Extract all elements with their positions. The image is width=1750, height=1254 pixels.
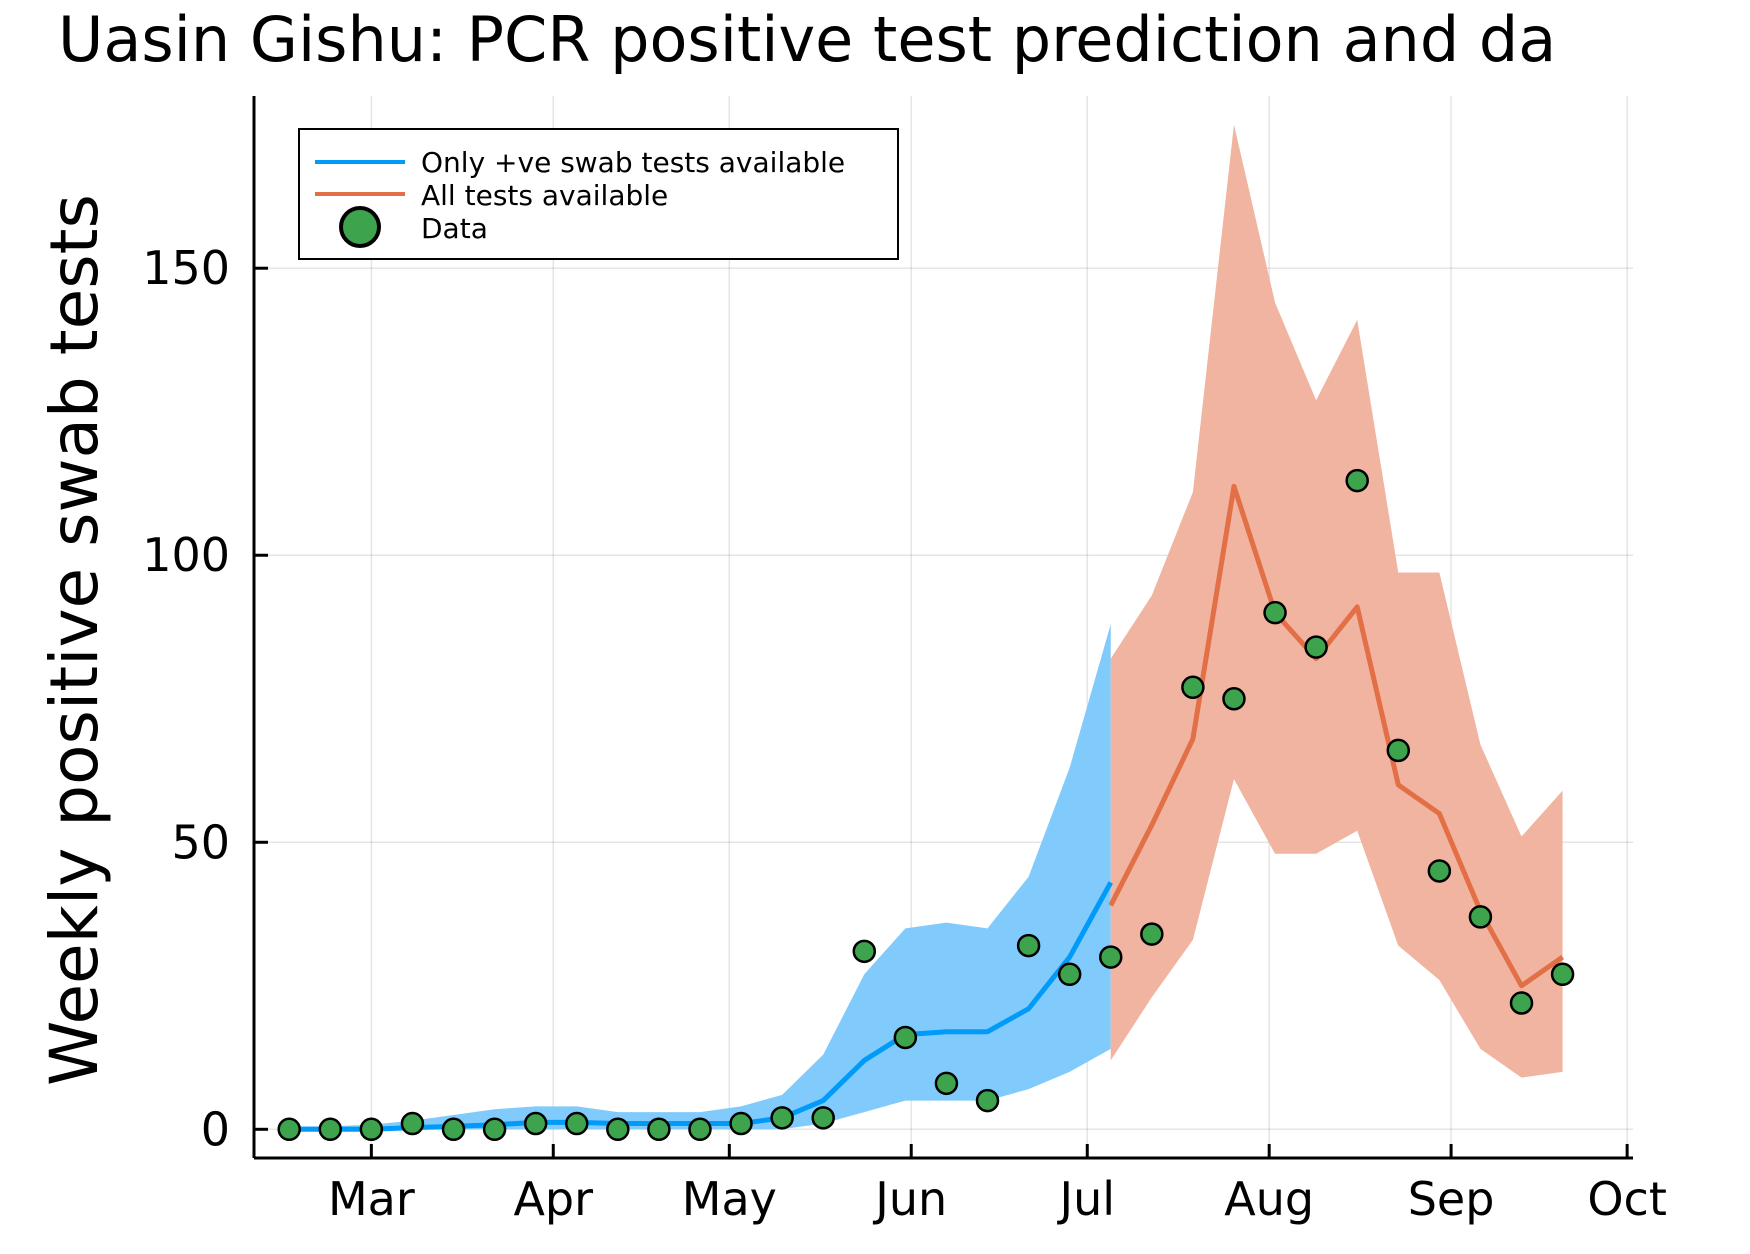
x-tick-label: Jun (872, 1172, 947, 1226)
data-point (934, 1071, 959, 1096)
y-tick-label: 0 (201, 1102, 230, 1156)
data-point (277, 1117, 301, 1142)
data-point (975, 1088, 1000, 1113)
data-point (606, 1117, 630, 1142)
data-point (1304, 635, 1328, 659)
data-point (400, 1111, 425, 1136)
x-tick-label: Jul (1057, 1172, 1116, 1226)
data-point (1098, 945, 1123, 969)
data-point (1386, 738, 1411, 763)
x-tick-label: Mar (328, 1172, 415, 1226)
data-point (441, 1117, 466, 1142)
legend-label-only-positive: Only +ve swab tests available (421, 146, 845, 179)
data-point (893, 1025, 918, 1050)
legend-swatch-data (339, 206, 381, 248)
axes (252, 96, 1633, 1160)
data-point (482, 1117, 507, 1142)
x-tick-label: May (682, 1172, 777, 1226)
data-point (811, 1106, 835, 1130)
data-point (1550, 962, 1575, 987)
y-tick-label: 150 (142, 241, 230, 295)
data-point (770, 1106, 794, 1130)
y-tick-label: 100 (142, 528, 230, 582)
y-tick-label: 50 (171, 815, 230, 869)
band-only-positive (289, 624, 1111, 1130)
x-tick-label: Oct (1587, 1172, 1667, 1226)
axis-ticks: Mar Apr May Jun Jul Aug Sep Oct 0 50 100 150 (142, 241, 1667, 1226)
data-point (1427, 859, 1452, 883)
data-point (1468, 905, 1493, 929)
data-point (1140, 922, 1164, 946)
x-tick-label: Apr (513, 1172, 593, 1226)
data-point (688, 1117, 712, 1142)
data-point (1345, 468, 1369, 493)
data-point (1509, 991, 1534, 1015)
data-point (647, 1117, 671, 1142)
data-point (523, 1111, 548, 1136)
data-point (564, 1111, 589, 1136)
data-point (729, 1111, 753, 1136)
data-point (1057, 962, 1082, 987)
legend: Only +ve swab tests available All tests … (298, 128, 899, 260)
data-point (1263, 600, 1287, 625)
y-axis-label: Weekly positive swab tests (36, 194, 113, 1086)
data-point (1016, 933, 1041, 958)
chart-title: Uasin Gishu: PCR positive test predictio… (58, 3, 1556, 76)
data-point (318, 1117, 343, 1142)
legend-label-all-tests: All tests available (421, 179, 668, 212)
data-points (277, 468, 1575, 1142)
x-tick-label: Aug (1224, 1172, 1314, 1226)
data-point (1222, 687, 1246, 711)
data-point (852, 939, 877, 964)
data-point (1181, 675, 1205, 700)
legend-label-data: Data (421, 212, 488, 245)
x-tick-label: Sep (1408, 1172, 1495, 1226)
data-point (359, 1117, 384, 1142)
